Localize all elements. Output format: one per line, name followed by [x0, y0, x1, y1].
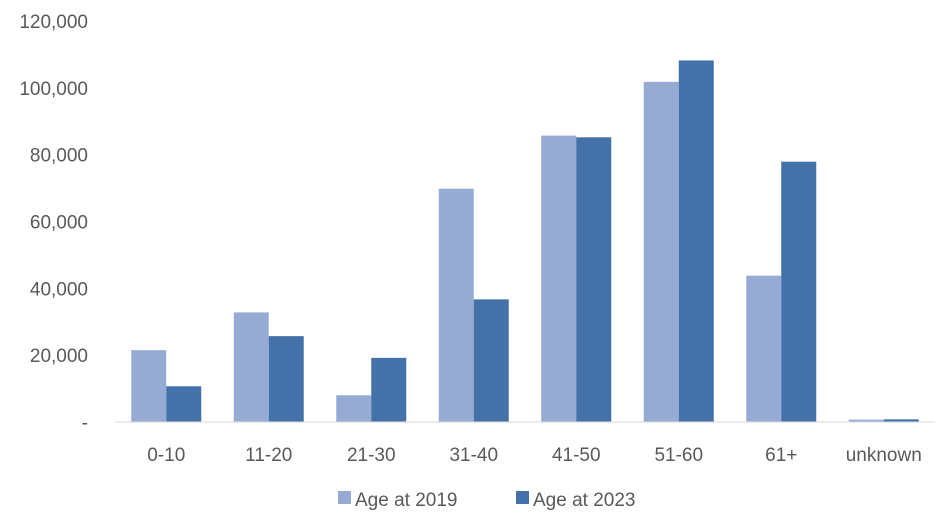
y-tick-label: 100,000 — [19, 79, 88, 100]
legend-swatch — [338, 491, 351, 504]
bar-age-2019-0-10 — [131, 350, 167, 422]
y-tick-label: 120,000 — [19, 12, 88, 33]
bar-age-2023-21-30 — [371, 357, 407, 422]
x-category-label: 0-10 — [147, 445, 185, 466]
bar-age-2023-41-50 — [576, 137, 612, 423]
bar-age-2019-11-20 — [233, 312, 269, 422]
y-tick-label: 80,000 — [30, 146, 88, 167]
bar-age-2023-31-40 — [473, 299, 509, 422]
y-tick-label: 40,000 — [30, 279, 88, 300]
x-category-label: 41-50 — [552, 445, 601, 466]
bar-age-2023-unknown — [883, 419, 919, 422]
x-category-label: 31-40 — [449, 445, 498, 466]
x-category-label: 61+ — [765, 445, 797, 466]
x-axis-category-labels: 0-10 11-20 21-30 31-40 41-50 51-60 61+ unknown — [147, 445, 922, 466]
y-tick-label: - — [82, 413, 88, 434]
bars-group — [131, 60, 919, 423]
x-category-label: unknown — [846, 445, 922, 466]
bar-age-2023-0-10 — [166, 386, 202, 422]
legend-label: Age at 2023 — [533, 490, 635, 511]
x-category-label: 21-30 — [347, 445, 396, 466]
y-axis-tick-labels: - 20,000 40,000 60,000 80,000 100,000 120,000 — [19, 12, 88, 434]
bar-age-2023-51-60 — [678, 60, 714, 422]
x-category-label: 11-20 — [245, 445, 292, 466]
bar-age-2023-11-20 — [268, 336, 304, 422]
bar-age-2019-61+ — [746, 275, 782, 422]
legend-swatch — [516, 491, 529, 504]
bar-age-2019-21-30 — [336, 395, 372, 422]
y-tick-label: 60,000 — [30, 213, 88, 234]
legend: Age at 2019 Age at 2023 — [338, 490, 635, 511]
legend-label: Age at 2019 — [355, 490, 457, 511]
y-tick-label: 20,000 — [30, 346, 88, 367]
bar-age-2019-31-40 — [438, 188, 474, 422]
bar-age-2019-unknown — [848, 419, 884, 422]
bar-age-2019-41-50 — [541, 135, 577, 422]
bar-age-2019-51-60 — [643, 81, 679, 423]
bar-age-2023-61+ — [781, 161, 817, 422]
x-category-label: 51-60 — [654, 445, 703, 466]
